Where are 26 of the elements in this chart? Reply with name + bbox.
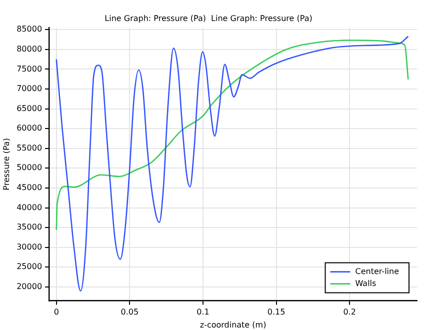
y-tick-label: 35000 (16, 222, 42, 232)
y-tick-label: 20000 (16, 282, 42, 292)
chart-title: Line Graph: Pressure (Pa) Line Graph: Pressure (Pa) (104, 14, 312, 23)
y-tick-label: 30000 (16, 242, 42, 252)
y-tick-label: 55000 (16, 143, 42, 152)
y-tick-label: 70000 (16, 84, 42, 94)
legend-label: Walls (355, 278, 376, 288)
line-series (56, 40, 409, 231)
x-tick-label: 0.15 (267, 308, 286, 317)
y-tick-label: 80000 (16, 44, 42, 54)
y-tick-label: 60000 (16, 124, 42, 133)
x-tick-label: 0.2 (343, 308, 356, 317)
legend-label: Center-line (355, 266, 400, 276)
y-tick-label: 75000 (16, 64, 42, 74)
x-axis-title: z-coordinate (m) (200, 320, 266, 330)
y-tick-label: 85000 (16, 24, 42, 34)
x-tick-label: 0.05 (120, 308, 139, 317)
line-series (56, 36, 409, 292)
x-tick-label: 0.1 (196, 308, 210, 317)
y-tick-label: 45000 (16, 183, 42, 192)
y-axis-title: Pressure (Pa) (2, 138, 11, 190)
y-tick-label: 65000 (16, 104, 42, 113)
y-tick-label: 25000 (16, 262, 42, 272)
x-tick-label: 0 (54, 308, 59, 317)
y-tick-label: 50000 (16, 163, 42, 172)
y-tick-label: 40000 (16, 202, 42, 212)
